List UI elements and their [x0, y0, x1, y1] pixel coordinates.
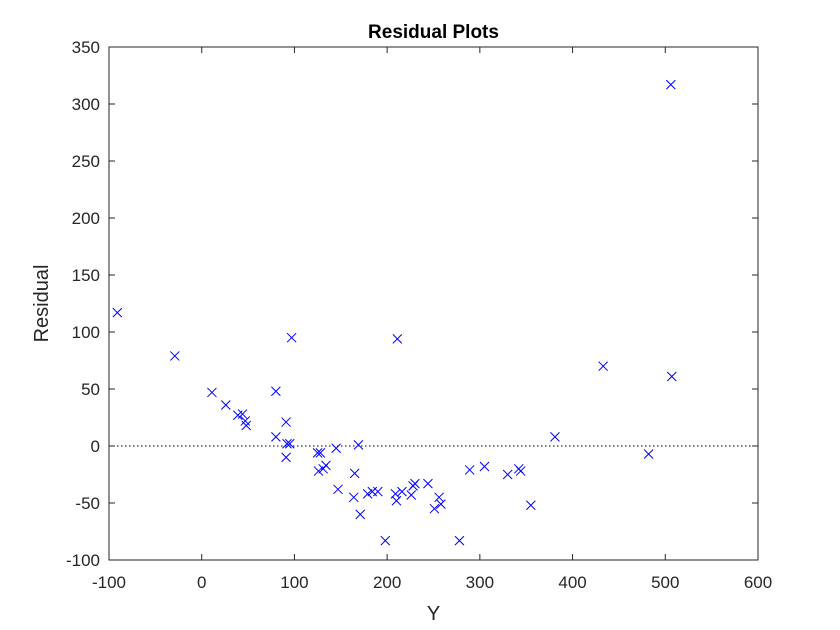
data-point-marker	[397, 486, 407, 497]
data-point-marker	[454, 535, 465, 546]
data-point-marker	[331, 443, 342, 454]
data-point-marker	[550, 432, 560, 442]
y-tick-label: 250	[72, 152, 100, 171]
y-tick-label: 200	[72, 209, 100, 228]
data-point-marker	[643, 449, 654, 459]
data-point-marker	[434, 492, 444, 503]
data-point-marker	[349, 468, 360, 479]
data-point-marker	[362, 489, 373, 499]
data-point-marker	[321, 460, 331, 471]
data-point-marker	[665, 79, 676, 90]
chart-title: Residual Plots	[368, 22, 499, 43]
y-tick-label: 300	[72, 95, 100, 114]
x-tick-label: 400	[558, 573, 586, 592]
data-point-marker	[410, 478, 420, 489]
plot-area	[109, 47, 758, 560]
data-point-marker	[392, 333, 403, 344]
y-tick-label: -50	[75, 494, 100, 513]
data-points	[112, 79, 677, 546]
x-axis-label: Y	[427, 603, 440, 625]
data-point-marker	[315, 447, 326, 458]
x-tick-label: 600	[744, 573, 772, 592]
data-point-marker	[479, 461, 490, 472]
data-point-marker	[284, 438, 295, 449]
data-point-marker	[281, 452, 291, 463]
data-point-marker	[391, 495, 402, 506]
data-point-marker	[348, 492, 359, 503]
x-tick-label: 300	[466, 573, 494, 592]
data-point-marker	[353, 440, 364, 450]
data-point-marker	[271, 386, 281, 397]
x-tick-label: 200	[373, 573, 401, 592]
data-point-marker	[241, 420, 252, 431]
y-tick-label: 350	[72, 38, 100, 57]
data-point-marker	[373, 486, 383, 497]
data-point-marker	[220, 400, 231, 410]
data-point-marker	[423, 478, 433, 489]
x-axis-ticks: -100 0 100 200 300 400 500 600	[92, 47, 772, 592]
data-point-marker	[112, 307, 123, 318]
data-point-marker	[406, 490, 417, 500]
data-point-marker	[525, 500, 536, 511]
data-point-marker	[207, 387, 217, 398]
data-point-marker	[355, 509, 366, 520]
data-point-marker	[666, 371, 677, 382]
x-tick-label: 500	[651, 573, 679, 592]
x-tick-label: -100	[92, 573, 126, 592]
data-point-marker	[380, 535, 391, 546]
data-point-marker	[598, 361, 609, 372]
y-tick-label: 0	[91, 437, 100, 456]
x-tick-label: 0	[197, 573, 206, 592]
x-tick-label: 100	[280, 573, 308, 592]
data-point-marker	[429, 503, 440, 514]
data-point-marker	[502, 469, 513, 480]
y-tick-label: -100	[66, 551, 100, 570]
data-point-marker	[282, 438, 292, 449]
data-point-marker	[169, 351, 180, 361]
data-point-marker	[281, 417, 291, 427]
y-axis-label: Residual	[31, 265, 53, 343]
y-axis-ticks: -100 -50 0 50 100 150 200 250 300 350	[66, 38, 758, 570]
y-tick-label: 150	[72, 266, 100, 285]
data-point-marker	[237, 409, 248, 419]
data-point-marker	[464, 465, 475, 475]
y-tick-label: 100	[72, 323, 100, 342]
data-point-marker	[271, 432, 281, 442]
data-point-marker	[436, 499, 446, 509]
y-tick-label: 50	[81, 380, 100, 399]
data-point-marker	[313, 466, 324, 476]
axes-box	[108, 46, 759, 561]
data-point-marker	[312, 447, 323, 458]
data-point-marker	[333, 484, 343, 495]
data-point-marker	[286, 332, 297, 343]
data-point-marker	[515, 466, 526, 476]
